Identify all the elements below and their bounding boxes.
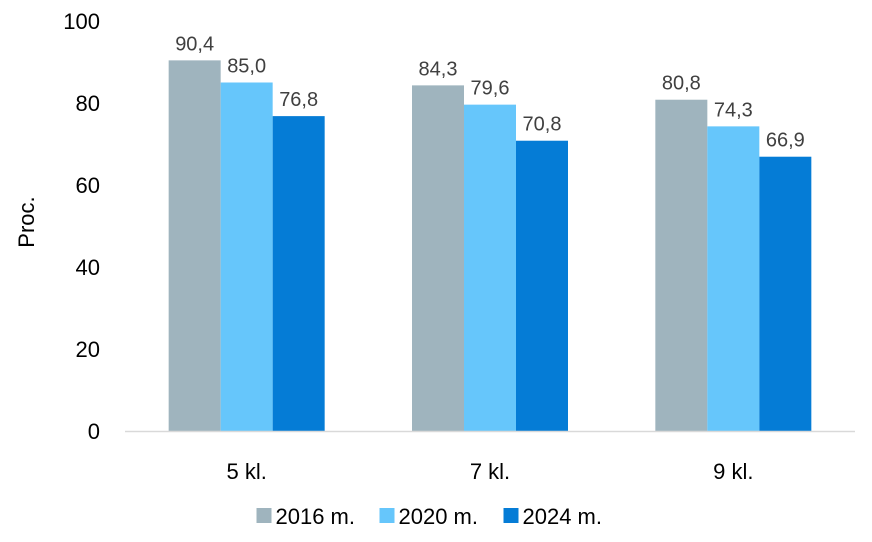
y-axis-ticks: 0 20 40 60 80 100 [63,9,100,444]
legend-item: 2020 m. [379,504,479,529]
bars-group [168,60,812,432]
bar-value-label: 90,4 [175,33,214,55]
x-tick-label: 9 kl. [713,459,753,484]
legend-label: 2020 m. [399,504,479,529]
bar-2024m-1 [272,116,325,432]
bar-value-label: 79,6 [471,78,510,100]
legend-item: 2024 m. [503,504,603,529]
legend-label: 2016 m. [276,504,356,529]
bar-2016m-2 [412,85,464,432]
y-tick-label: 60 [76,173,100,198]
bar-2020m-1 [220,82,273,431]
bar-value-label: 80,8 [662,73,701,95]
y-tick-label: 20 [76,337,100,362]
bar-2020m-2 [464,104,516,431]
y-tick-label: 0 [88,419,100,444]
bar-value-label: 66,9 [766,130,805,152]
bar-value-label: 70,8 [523,114,562,136]
x-axis-ticks: 5 kl. 7 kl. 9 kl. [226,459,753,484]
bar-value-label: 85,0 [227,56,266,78]
y-axis-title: Proc. [14,196,39,247]
legend: 2016 m. 2020 m. 2024 m. [256,504,603,529]
legend-item: 2016 m. [256,504,356,529]
bar-2016m-1 [168,60,221,432]
bar-value-label: 74,3 [714,99,753,121]
x-tick-label: 5 kl. [226,459,266,484]
bar-2024m-2 [516,140,568,431]
data-labels-group: 90,4 85,0 76,8 84,3 79,6 70,8 80,8 74,3 66,9 [175,33,805,151]
bar-value-label: 76,8 [279,89,318,111]
bar-2016m-3 [655,99,708,431]
bar-2020m-3 [707,126,760,432]
legend-label: 2024 m. [523,504,603,529]
legend-swatch [256,508,272,523]
legend-swatch [379,508,395,523]
y-tick-label: 100 [63,9,100,34]
bar-value-label: 84,3 [419,58,458,80]
x-tick-label: 7 kl. [470,459,510,484]
y-tick-label: 80 [76,91,100,116]
y-tick-label: 40 [76,255,100,280]
bar-2024m-3 [759,156,812,431]
legend-swatch [503,508,519,523]
